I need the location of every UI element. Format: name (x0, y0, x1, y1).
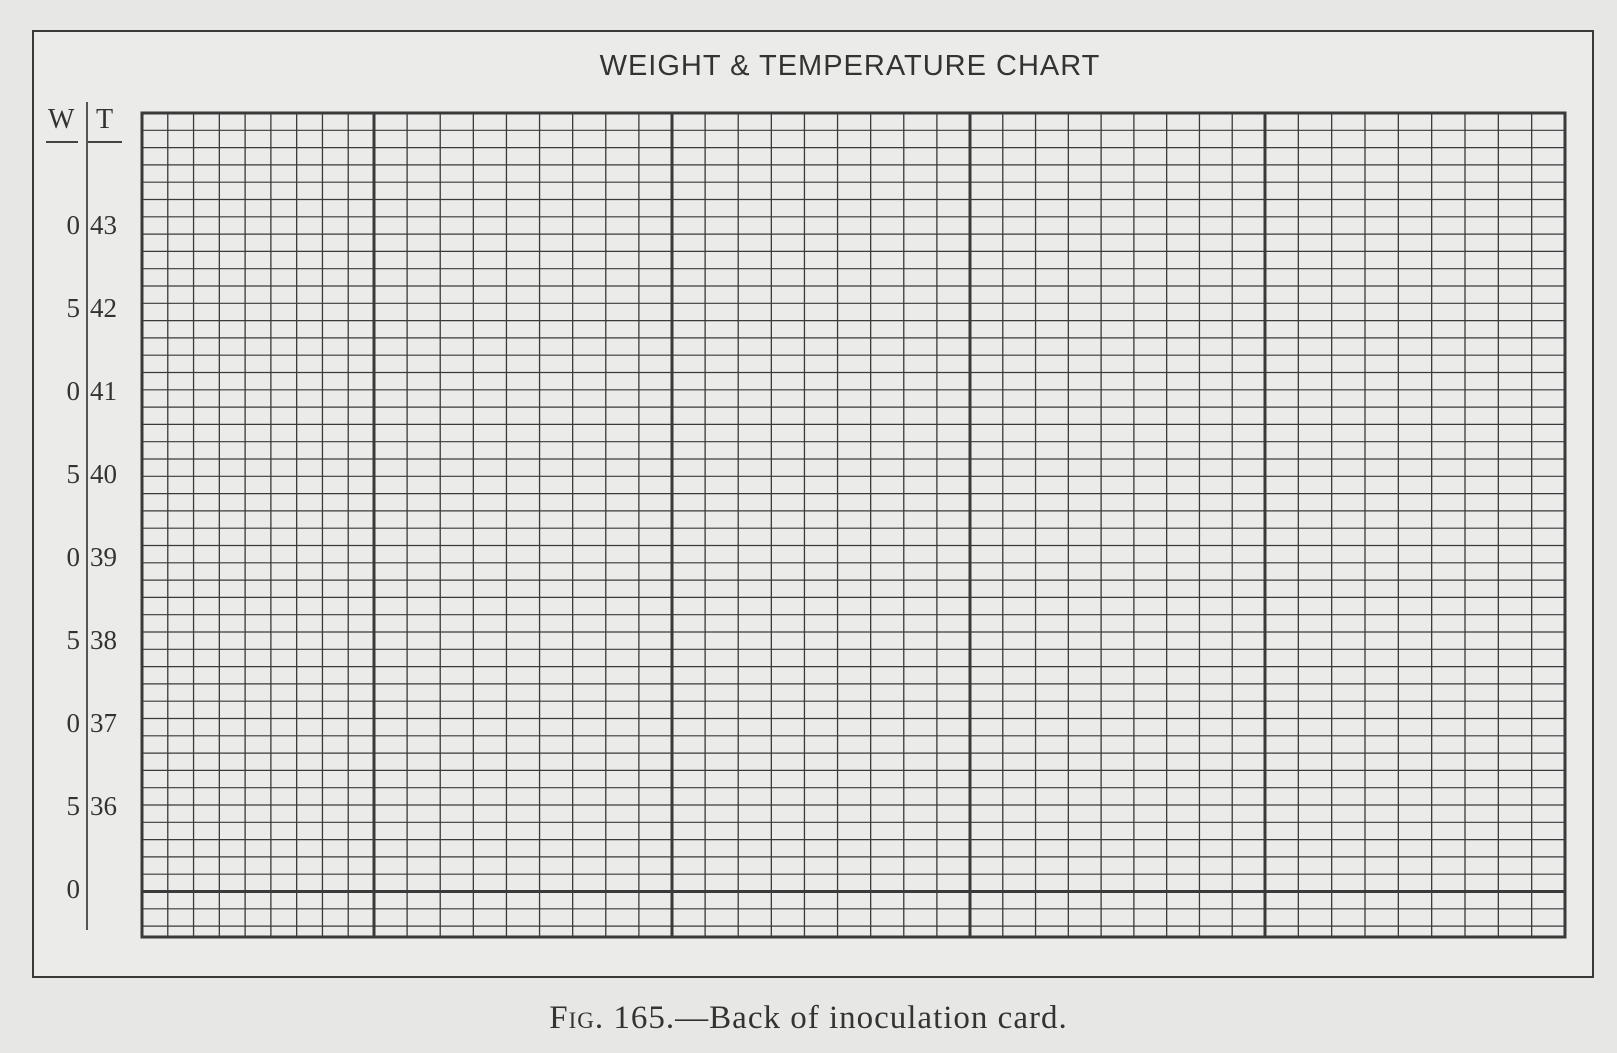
weight-label: 0 (66, 874, 81, 904)
temperature-label: 38 (90, 625, 117, 655)
weight-label: 0 (66, 542, 81, 572)
weight-label: 0 (66, 708, 81, 738)
axis-separator (86, 102, 88, 930)
grid-frame (140, 111, 1567, 939)
temperature-label: 42 (90, 293, 117, 323)
temperature-header: T (96, 104, 114, 135)
weight-label: 5 (66, 791, 81, 821)
temperature-label: 40 (90, 459, 117, 489)
temperature-label: 36 (90, 791, 117, 821)
temperature-label: 37 (90, 708, 117, 738)
temperature-label: 43 (90, 210, 117, 240)
temperature-label: 41 (90, 376, 117, 406)
figure-number: 165. (613, 1000, 676, 1036)
weight-label: 5 (66, 459, 81, 489)
caption-text: —Back of inoculation card. (675, 1000, 1068, 1036)
weight-header-rule (46, 141, 78, 143)
weight-label: 5 (66, 625, 81, 655)
temperature-label: 39 (90, 542, 117, 572)
temperature-header-rule (88, 141, 122, 143)
figure-label: Fig. (549, 1000, 605, 1036)
inoculation-card (32, 30, 1594, 978)
figure-caption: Fig. 165.—Back of inoculation card. (0, 1000, 1617, 1037)
weight-label: 0 (66, 376, 81, 406)
weight-header: W (48, 104, 75, 135)
weight-label: 0 (66, 210, 81, 240)
weight-label: 5 (66, 293, 81, 323)
chart-title: WEIGHT & TEMPERATURE CHART (599, 50, 1101, 82)
